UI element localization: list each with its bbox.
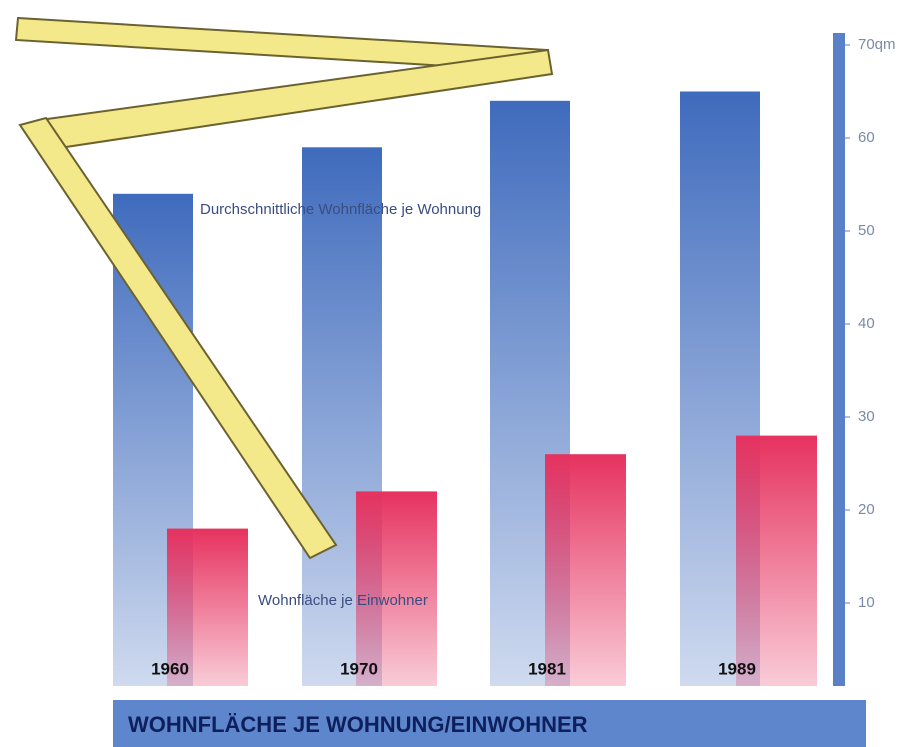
bars [113, 91, 817, 687]
bar [736, 435, 817, 686]
title-banner [113, 700, 866, 747]
ruler-segment [18, 116, 338, 560]
y-tick-label: 20 [858, 501, 875, 518]
y-tick-label: 60 [858, 129, 875, 146]
ruler-segment [38, 48, 554, 152]
bar [356, 491, 437, 686]
y-tick-label: 50 [858, 222, 875, 239]
ruler [14, 16, 554, 560]
series-label: Wohnfläche je Einwohner [258, 592, 428, 609]
bar [545, 454, 626, 686]
axis-bar [833, 33, 845, 686]
y-tick-label: 40 [858, 315, 875, 332]
x-category-label: 1970 [340, 659, 378, 678]
x-category-label: 1960 [151, 659, 189, 678]
x-category-label: 1989 [718, 659, 756, 678]
series-label: Durchschnittliche Wohnfläche je Wohnung [200, 201, 481, 218]
chart-title: WOHNFLÄCHE JE WOHNUNG/EINWOHNER [128, 712, 588, 737]
y-tick-label: 30 [858, 408, 875, 425]
x-category-label: 1981 [528, 659, 566, 678]
y-tick-label: 70qm [858, 36, 896, 53]
y-tick-label: 10 [858, 594, 875, 611]
bar [167, 528, 248, 686]
